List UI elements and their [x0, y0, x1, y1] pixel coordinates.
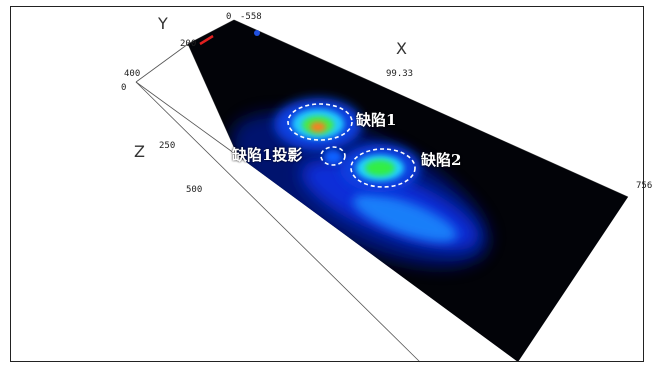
defect2-label: 缺陷2 — [421, 153, 461, 168]
heat-defect2-high — [365, 160, 395, 176]
z-tick-500: 500 — [186, 186, 202, 195]
z-tick-250: 250 — [159, 142, 175, 151]
projection-label: 缺陷1投影 — [232, 148, 302, 163]
x-tick-756: 756 — [636, 182, 652, 191]
y-axis-letter: Y — [158, 16, 168, 32]
z-axis-letter: Z — [134, 144, 145, 160]
axis-blue-marker — [254, 30, 260, 36]
y-tick-neg558: -558 — [240, 13, 262, 22]
y-tick-400: 400 — [124, 70, 140, 79]
x-axis-letter: X — [396, 41, 407, 57]
defect1-label: 缺陷1 — [356, 113, 396, 128]
heat-defect1-peak — [310, 122, 326, 132]
y-tick-200: 200 — [180, 40, 196, 49]
x-axis-value: 99.33 — [386, 70, 413, 79]
y-tick-0: 0 — [226, 13, 231, 22]
z-tick-0: 0 — [121, 84, 126, 93]
heat-projection — [324, 150, 342, 164]
